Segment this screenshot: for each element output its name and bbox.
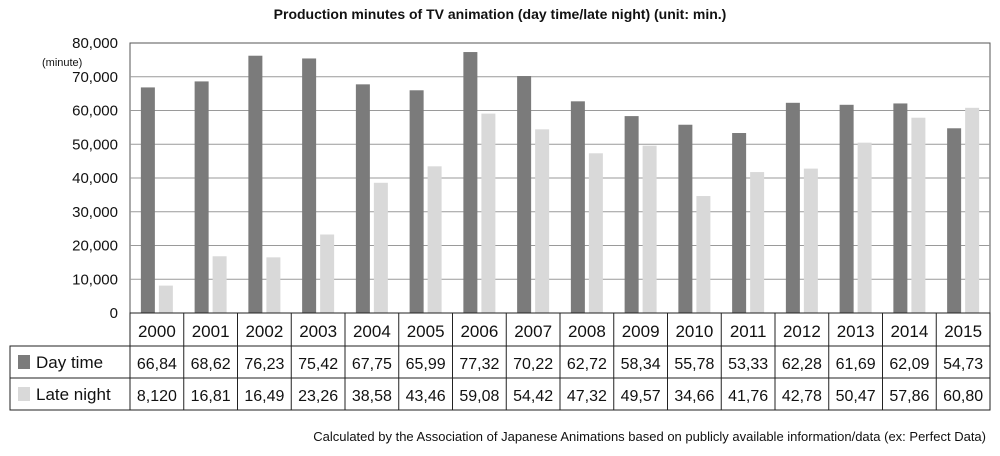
table-value: 38,58	[352, 388, 392, 405]
x-tick-label: 2005	[407, 322, 445, 341]
bar-day-time	[517, 76, 532, 313]
x-tick-label: 2015	[944, 322, 982, 341]
bar-day-time	[839, 104, 854, 313]
source-note: Calculated by the Association of Japanes…	[313, 429, 986, 444]
table-value: 77,32	[459, 356, 499, 373]
table-value: 62,09	[889, 356, 929, 373]
y-tick-label: 20,000	[72, 238, 118, 255]
table-value: 34,66	[674, 388, 714, 405]
table-value: 66,84	[137, 356, 177, 373]
bar-late-night	[427, 166, 442, 313]
bar-late-night	[588, 153, 603, 313]
table-value: 16,81	[191, 388, 231, 405]
x-tick-label: 2014	[890, 322, 928, 341]
bar-late-night	[481, 113, 496, 313]
table-value: 65,99	[406, 356, 446, 373]
table-value: 8,120	[137, 388, 177, 405]
x-tick-label: 2007	[514, 322, 552, 341]
table-value: 54,73	[943, 356, 983, 373]
table-value: 49,57	[621, 388, 661, 405]
table-value: 58,34	[621, 356, 661, 373]
bar-day-time	[947, 128, 962, 313]
bar-late-night	[373, 182, 388, 313]
y-tick-label: 60,000	[72, 103, 118, 120]
bar-late-night	[642, 145, 657, 313]
bar-late-night	[857, 142, 872, 313]
y-tick-label: 80,000	[72, 35, 118, 52]
x-tick-label: 2002	[245, 322, 283, 341]
bar-day-time	[570, 101, 585, 313]
x-tick-label: 2010	[675, 322, 713, 341]
table-value: 54,42	[513, 388, 553, 405]
table-value: 50,47	[836, 388, 876, 405]
bar-day-time	[785, 102, 800, 314]
bar-day-time	[678, 124, 693, 314]
table-value: 57,86	[889, 388, 929, 405]
table-value: 55,78	[674, 356, 714, 373]
bar-chart: 0 10,000 20,000 30,000 40,000 50,000 60,000 70,…	[9, 35, 991, 411]
y-tick-label: 50,000	[72, 136, 118, 153]
bar-day-time	[248, 55, 263, 313]
legend-label-late-night: Late night	[36, 385, 111, 404]
bar-late-night	[911, 117, 926, 313]
table-value: 43,46	[406, 388, 446, 405]
chart-title: Production minutes of TV animation (day …	[273, 6, 727, 22]
x-tick-label: 2013	[837, 322, 875, 341]
table-value: 76,23	[244, 356, 284, 373]
y-tick-label: 10,000	[72, 271, 118, 288]
bar-day-time	[409, 90, 424, 313]
table-value: 75,42	[298, 356, 338, 373]
x-tick-label: 2003	[299, 322, 337, 341]
bar-day-time	[302, 58, 317, 313]
table-value: 23,26	[298, 388, 338, 405]
bar-late-night	[320, 234, 335, 313]
bar-late-night	[266, 257, 281, 313]
x-tick-label: 2004	[353, 322, 391, 341]
x-tick-label: 2001	[192, 322, 230, 341]
table-value: 62,28	[782, 356, 822, 373]
y-tick-label: 0	[110, 305, 118, 322]
table-value: 60,80	[943, 388, 983, 405]
y-tick-label: 40,000	[72, 170, 118, 187]
bar-day-time	[624, 116, 639, 313]
x-tick-label: 2011	[730, 322, 767, 341]
x-tick-label: 2009	[622, 322, 660, 341]
bar-late-night	[965, 107, 980, 313]
bar-late-night	[212, 256, 227, 313]
table-value: 70,22	[513, 356, 553, 373]
table-value: 42,78	[782, 388, 822, 405]
bar-day-time	[194, 81, 209, 313]
table-value: 61,69	[836, 356, 876, 373]
bar-late-night	[696, 196, 711, 313]
bar-day-time	[140, 87, 155, 313]
bar-day-time	[355, 84, 370, 313]
x-tick-label: 2008	[568, 322, 606, 341]
table-value: 41,76	[728, 388, 768, 405]
table-value: 67,75	[352, 356, 392, 373]
legend-label-day-time: Day time	[36, 353, 103, 372]
y-unit-label: (minute)	[42, 57, 82, 69]
table-value: 16,49	[244, 388, 284, 405]
bar-day-time	[893, 103, 908, 313]
bar-late-night	[535, 129, 550, 313]
table-value: 47,32	[567, 388, 607, 405]
table-value: 59,08	[459, 388, 499, 405]
y-tick-label: 30,000	[72, 204, 118, 221]
bar-late-night	[803, 168, 818, 313]
x-tick-label: 2006	[460, 322, 498, 341]
bar-late-night	[750, 172, 765, 313]
table-value: 62,72	[567, 356, 607, 373]
bar-day-time	[463, 52, 478, 314]
bar-late-night	[158, 285, 173, 313]
table-value: 53,33	[728, 356, 768, 373]
legend-swatch-late-night	[18, 387, 30, 401]
y-tick-label: 70,000	[72, 69, 118, 86]
table-value: 68,62	[191, 356, 231, 373]
x-tick-label: 2012	[783, 322, 821, 341]
x-tick-label: 2000	[138, 322, 176, 341]
bar-day-time	[732, 133, 747, 313]
legend-swatch-day-time	[18, 355, 30, 369]
